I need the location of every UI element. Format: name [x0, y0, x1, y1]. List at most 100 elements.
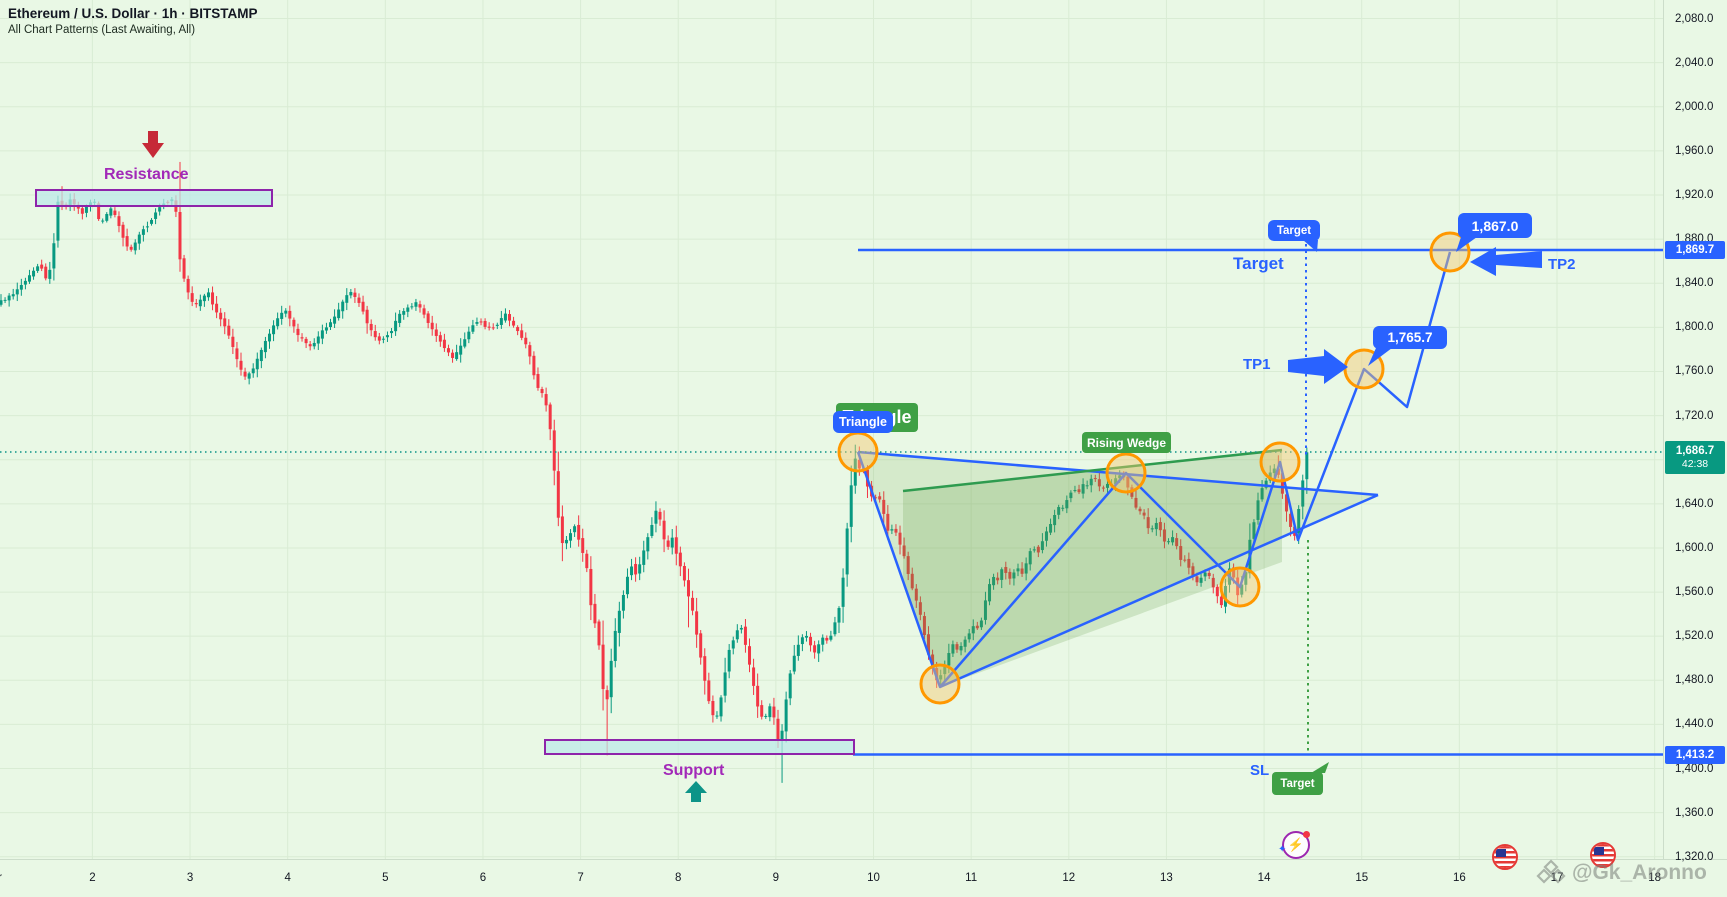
- time-tick: 9: [772, 872, 780, 884]
- triangle-top-trendline[interactable]: [857, 450, 1379, 497]
- candle-body: [113, 210, 117, 215]
- resistance-down-arrow[interactable]: [142, 131, 164, 158]
- tp1-arrow-icon[interactable]: [1288, 349, 1348, 384]
- candle-body: [109, 208, 113, 216]
- pivot-circle[interactable]: [1259, 441, 1301, 483]
- price-tick: 1,960.0: [1675, 144, 1714, 157]
- candle-body: [1118, 475, 1122, 479]
- candle-body: [650, 524, 654, 536]
- candle-body: [312, 342, 316, 347]
- candle-body: [1150, 528, 1154, 530]
- pivot-circle[interactable]: [1219, 566, 1261, 608]
- candle-body: [1061, 507, 1065, 509]
- stop-loss-label[interactable]: SL: [1250, 762, 1270, 779]
- us-flag-event-icon[interactable]: [1492, 844, 1518, 870]
- price-tick: 2,040.0: [1675, 56, 1714, 69]
- event-lightning-icon[interactable]: ⚡ ✦: [1278, 831, 1310, 859]
- candle-body: [357, 297, 361, 303]
- candle-body: [874, 497, 878, 499]
- candle-body: [154, 212, 158, 219]
- candle-body: [931, 654, 935, 669]
- candle-body: [337, 309, 341, 319]
- candle-body: [768, 706, 772, 718]
- rising-wedge-fill[interactable]: [903, 450, 1282, 687]
- candle-body: [735, 630, 739, 640]
- candle-body: [52, 243, 56, 269]
- support-up-arrow[interactable]: [685, 781, 707, 802]
- candle-body: [44, 266, 48, 279]
- candle-body: [544, 394, 548, 406]
- last-price-tag: 1,686.7 42:38: [1665, 441, 1725, 474]
- candle-body: [145, 226, 149, 228]
- symbol-title[interactable]: Ethereum / U.S. Dollar · 1h · BITSTAMP: [8, 6, 258, 21]
- candle-body: [776, 718, 780, 740]
- candle-body: [280, 312, 284, 319]
- candle-body: [1276, 468, 1280, 475]
- candle-body: [939, 675, 943, 680]
- bubble-pointer: [1368, 348, 1392, 366]
- candle-body: [479, 321, 483, 323]
- candle-body: [1142, 512, 1146, 516]
- pivot-circle[interactable]: [1105, 452, 1147, 494]
- watermark: @Gk_Aronno: [1536, 858, 1707, 888]
- candle-body: [333, 316, 337, 324]
- pivot-circle[interactable]: [919, 663, 961, 705]
- candle-body: [19, 284, 23, 290]
- candle-body: [410, 306, 414, 308]
- candle-body: [215, 303, 219, 313]
- candle-body: [341, 301, 345, 312]
- target-text[interactable]: Target: [1233, 254, 1284, 273]
- candle-body: [442, 339, 446, 349]
- tp1-label[interactable]: TP1: [1243, 356, 1271, 373]
- candle-body: [353, 292, 357, 297]
- candle-body: [1065, 500, 1069, 509]
- candle-body: [1199, 577, 1203, 583]
- candle-body: [947, 653, 951, 666]
- candle-body: [601, 644, 605, 690]
- support-label[interactable]: Support: [663, 762, 725, 779]
- candle-body: [499, 318, 503, 325]
- time-tick: 16: [1452, 872, 1466, 884]
- wedge-upper-trendline[interactable]: [902, 448, 1283, 493]
- price-tick: 1,360.0: [1675, 806, 1714, 819]
- tp2-arrow-icon[interactable]: [1470, 247, 1542, 276]
- candle-body: [536, 373, 540, 388]
- resistance-zone-box[interactable]: [35, 189, 273, 207]
- candle-body: [418, 304, 422, 308]
- tp2-price-bubble[interactable]: 1,867.0: [1458, 213, 1532, 238]
- triangle-tooltip-label[interactable]: Triangle: [833, 411, 893, 433]
- target-bubble-top[interactable]: Target: [1268, 220, 1320, 241]
- candle-body: [1154, 523, 1158, 530]
- time-tick: 11: [965, 872, 978, 884]
- candle-body: [48, 269, 52, 279]
- candle-body: [369, 323, 373, 331]
- indicator-title[interactable]: All Chart Patterns (Last Awaiting, All): [8, 24, 196, 36]
- candle-body: [251, 368, 255, 374]
- rising-wedge-label[interactable]: Rising Wedge: [1082, 432, 1171, 453]
- price-tick: 1,840.0: [1675, 277, 1714, 290]
- candle-body: [723, 672, 727, 696]
- candle-body: [1171, 537, 1175, 543]
- pattern-zigzag-line[interactable]: [856, 251, 1452, 689]
- pivot-circle[interactable]: [837, 431, 879, 473]
- candle-body: [625, 576, 629, 595]
- candle-body: [381, 338, 385, 340]
- support-zone-box[interactable]: [544, 739, 855, 755]
- candle-body: [1232, 567, 1236, 578]
- candle-body: [593, 603, 597, 624]
- candle-body: [967, 633, 971, 640]
- candle-body: [1162, 529, 1166, 542]
- us-flag-event-icon[interactable]: [1590, 842, 1616, 868]
- tp2-label[interactable]: TP2: [1548, 256, 1576, 273]
- candle-body: [800, 637, 804, 645]
- tp1-price-bubble[interactable]: 1,765.7: [1373, 326, 1447, 349]
- triangle-bottom-trendline[interactable]: [939, 493, 1379, 689]
- resistance-label[interactable]: Resistance: [104, 166, 189, 183]
- triangle-pattern-fill[interactable]: [858, 452, 1378, 687]
- candle-body: [658, 511, 662, 520]
- candle-body: [324, 327, 328, 331]
- target-bubble-bottom[interactable]: Target: [1272, 772, 1323, 795]
- candle-body: [662, 520, 666, 540]
